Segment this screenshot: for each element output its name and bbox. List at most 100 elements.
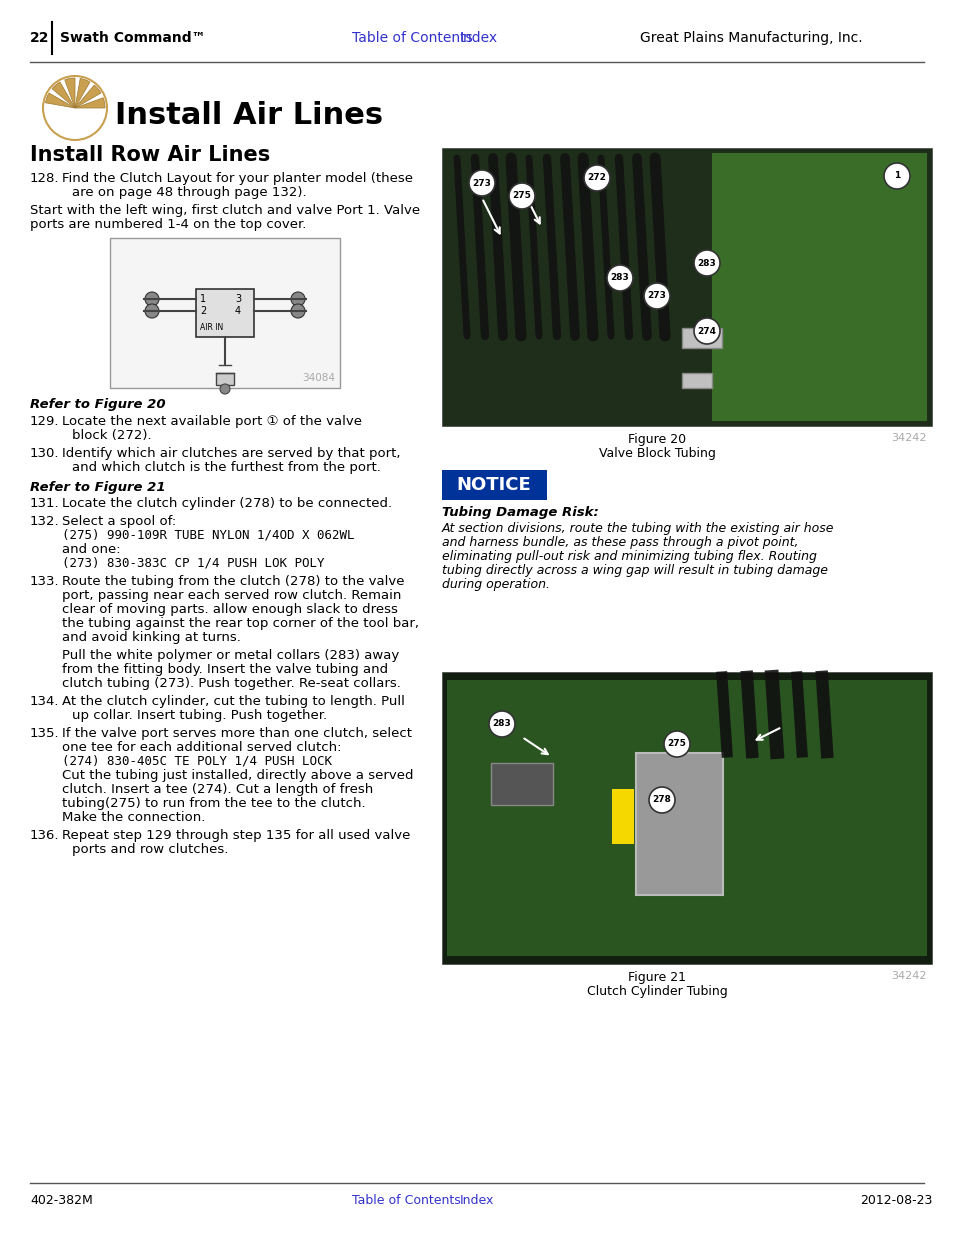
Text: Route the tubing from the clutch (278) to the valve: Route the tubing from the clutch (278) t…	[62, 576, 404, 588]
Text: AIR IN: AIR IN	[200, 322, 223, 331]
Text: Identify which air clutches are served by that port,: Identify which air clutches are served b…	[62, 447, 400, 459]
Circle shape	[145, 304, 159, 317]
Text: 134.: 134.	[30, 695, 59, 708]
Text: Valve Block Tubing: Valve Block Tubing	[598, 447, 715, 459]
Text: Figure 20: Figure 20	[627, 433, 685, 446]
Text: 3: 3	[234, 294, 241, 304]
Text: tubing(275) to run from the tee to the clutch.: tubing(275) to run from the tee to the c…	[62, 797, 365, 810]
Text: 273: 273	[647, 291, 666, 300]
Text: Table of Contents: Table of Contents	[352, 1193, 460, 1207]
Wedge shape	[75, 79, 90, 107]
Text: block (272).: block (272).	[71, 429, 152, 442]
Circle shape	[220, 384, 230, 394]
Text: the tubing against the rear top corner of the tool bar,: the tubing against the rear top corner o…	[62, 618, 418, 630]
FancyBboxPatch shape	[491, 763, 553, 805]
Text: ports are numbered 1-4 on the top cover.: ports are numbered 1-4 on the top cover.	[30, 219, 306, 231]
Circle shape	[489, 711, 515, 737]
Text: 135.: 135.	[30, 727, 59, 740]
Text: 128.: 128.	[30, 172, 59, 185]
Text: 22: 22	[30, 31, 50, 44]
Text: 283: 283	[492, 720, 511, 729]
Text: At section divisions, route the tubing with the existing air hose: At section divisions, route the tubing w…	[441, 522, 834, 535]
FancyBboxPatch shape	[612, 789, 634, 844]
Wedge shape	[75, 85, 101, 107]
Text: Install Row Air Lines: Install Row Air Lines	[30, 144, 270, 165]
Text: Cut the tubing just installed, directly above a served: Cut the tubing just installed, directly …	[62, 769, 413, 782]
FancyBboxPatch shape	[636, 753, 722, 895]
FancyBboxPatch shape	[441, 148, 931, 426]
Wedge shape	[46, 93, 75, 107]
Text: (275) 990-109R TUBE NYLON 1/4OD X 062WL: (275) 990-109R TUBE NYLON 1/4OD X 062WL	[62, 529, 355, 542]
Text: NOTICE: NOTICE	[456, 475, 531, 494]
Text: Figure 21: Figure 21	[627, 971, 685, 984]
Text: Refer to Figure 20: Refer to Figure 20	[30, 398, 166, 411]
FancyBboxPatch shape	[681, 373, 711, 388]
FancyBboxPatch shape	[195, 289, 253, 337]
Text: (274) 830-405C TE POLY 1/4 PUSH LOCK: (274) 830-405C TE POLY 1/4 PUSH LOCK	[62, 755, 332, 768]
Text: Locate the clutch cylinder (278) to be connected.: Locate the clutch cylinder (278) to be c…	[62, 496, 392, 510]
Circle shape	[469, 170, 495, 196]
Text: 283: 283	[610, 273, 629, 283]
Wedge shape	[75, 98, 105, 107]
Text: 4: 4	[234, 306, 241, 316]
Text: one tee for each additional served clutch:: one tee for each additional served clutc…	[62, 741, 341, 755]
FancyBboxPatch shape	[711, 153, 926, 421]
Text: 273: 273	[472, 179, 491, 188]
Text: 272: 272	[587, 173, 606, 183]
Circle shape	[883, 163, 909, 189]
Text: clutch tubing (273). Push together. Re-seat collars.: clutch tubing (273). Push together. Re-s…	[62, 677, 400, 690]
Text: 1: 1	[893, 172, 900, 180]
Text: 283: 283	[697, 258, 716, 268]
Text: 130.: 130.	[30, 447, 59, 459]
Text: 34242: 34242	[890, 971, 926, 981]
Text: up collar. Insert tubing. Push together.: up collar. Insert tubing. Push together.	[71, 709, 327, 722]
Text: 275: 275	[667, 740, 686, 748]
Text: tubing directly across a wing gap will result in tubing damage: tubing directly across a wing gap will r…	[441, 564, 827, 577]
Wedge shape	[52, 82, 75, 107]
Circle shape	[583, 165, 609, 191]
FancyBboxPatch shape	[441, 471, 546, 500]
Circle shape	[606, 266, 633, 291]
Text: 2: 2	[200, 306, 206, 316]
Text: 1: 1	[200, 294, 206, 304]
Text: (273) 830-383C CP 1/4 PUSH LOK POLY: (273) 830-383C CP 1/4 PUSH LOK POLY	[62, 557, 324, 571]
Circle shape	[291, 304, 305, 317]
Text: during operation.: during operation.	[441, 578, 550, 592]
Circle shape	[291, 291, 305, 306]
Text: Locate the next available port ① of the valve: Locate the next available port ① of the …	[62, 415, 361, 429]
Text: 133.: 133.	[30, 576, 59, 588]
Text: Swath Command™: Swath Command™	[60, 31, 205, 44]
Text: from the fitting body. Insert the valve tubing and: from the fitting body. Insert the valve …	[62, 663, 388, 676]
Circle shape	[663, 731, 689, 757]
Circle shape	[509, 183, 535, 209]
Text: Repeat step 129 through step 135 for all used valve: Repeat step 129 through step 135 for all…	[62, 829, 410, 842]
Circle shape	[693, 317, 720, 345]
Text: 2012-08-23: 2012-08-23	[859, 1193, 931, 1207]
Text: and harness bundle, as these pass through a pivot point,: and harness bundle, as these pass throug…	[441, 536, 798, 550]
Text: At the clutch cylinder, cut the tubing to length. Pull: At the clutch cylinder, cut the tubing t…	[62, 695, 404, 708]
Text: Index: Index	[459, 31, 497, 44]
Text: 132.: 132.	[30, 515, 59, 529]
Circle shape	[648, 787, 675, 813]
Text: Start with the left wing, first clutch and valve Port 1. Valve: Start with the left wing, first clutch a…	[30, 204, 419, 217]
Text: and which clutch is the furthest from the port.: and which clutch is the furthest from th…	[71, 461, 380, 474]
Text: Make the connection.: Make the connection.	[62, 811, 205, 824]
Text: Select a spool of:: Select a spool of:	[62, 515, 176, 529]
Wedge shape	[65, 78, 75, 107]
Text: 402-382M: 402-382M	[30, 1193, 92, 1207]
Text: 129.: 129.	[30, 415, 59, 429]
Text: 136.: 136.	[30, 829, 59, 842]
Text: 34242: 34242	[890, 433, 926, 443]
Text: Table of Contents: Table of Contents	[352, 31, 473, 44]
Text: Tubing Damage Risk:: Tubing Damage Risk:	[441, 506, 598, 519]
FancyBboxPatch shape	[447, 680, 926, 956]
Text: Find the Clutch Layout for your planter model (these: Find the Clutch Layout for your planter …	[62, 172, 413, 185]
Text: 131.: 131.	[30, 496, 59, 510]
Text: are on page 48 through page 132).: are on page 48 through page 132).	[71, 186, 306, 199]
Text: Install Air Lines: Install Air Lines	[115, 101, 383, 131]
Text: Pull the white polymer or metal collars (283) away: Pull the white polymer or metal collars …	[62, 650, 399, 662]
Text: clear of moving parts. allow enough slack to dress: clear of moving parts. allow enough slac…	[62, 603, 397, 616]
Text: Great Plains Manufacturing, Inc.: Great Plains Manufacturing, Inc.	[639, 31, 862, 44]
FancyBboxPatch shape	[441, 672, 931, 965]
FancyBboxPatch shape	[215, 373, 233, 385]
